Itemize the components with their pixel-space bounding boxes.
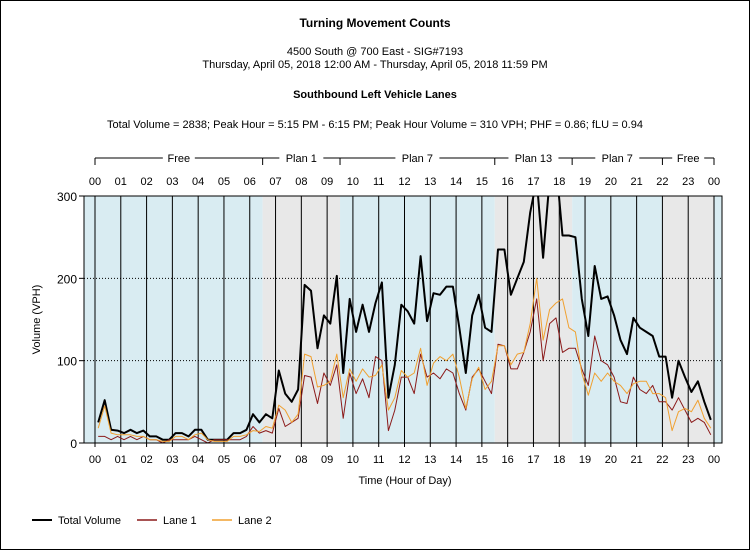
- series-line-lane-2: [97, 277, 712, 442]
- x-tick-label-top: 22: [656, 176, 668, 188]
- x-tick-label-bottom: 20: [605, 454, 617, 466]
- x-tick-label-top: 05: [218, 176, 230, 188]
- plan-bracket-4: Plan 7: [572, 151, 663, 165]
- location-subtitle: 4500 South @ 700 East - SIG#7193: [286, 46, 464, 58]
- x-tick-label-bottom: 23: [682, 454, 694, 466]
- plan-label-bg: [162, 151, 195, 165]
- x-tick-label-top: 00: [89, 176, 101, 188]
- plan-bracket-2: Plan 7: [340, 151, 495, 165]
- plan-label-bg: [279, 151, 324, 165]
- plan-band-lead: [84, 196, 95, 443]
- series-lines: [97, 196, 712, 443]
- y-tick-label: 100: [57, 355, 77, 369]
- x-tick-label-bottom: 09: [321, 454, 333, 466]
- date-range-subtitle: Thursday, April 05, 2018 12:00 AM - Thur…: [202, 59, 548, 71]
- series-line-lane-1: [98, 298, 712, 443]
- y-tick-label: 200: [57, 272, 77, 286]
- plan-label: Free: [677, 153, 700, 165]
- x-tick-label-top: 03: [166, 176, 178, 188]
- x-tick-label-top: 00: [708, 176, 720, 188]
- x-tick-label-bottom: 06: [244, 454, 256, 466]
- x-tick-label-bottom: 10: [347, 454, 359, 466]
- x-tick-label-bottom: 19: [579, 454, 591, 466]
- plan-label: Free: [168, 153, 191, 165]
- x-tick-label-top: 21: [631, 176, 643, 188]
- x-axis-title: Time (Hour of Day): [358, 475, 451, 487]
- x-tick-label-top: 12: [398, 176, 410, 188]
- plan-label: Plan 13: [515, 153, 552, 165]
- x-tick-label-bottom: 12: [398, 454, 410, 466]
- y-axis-title: Volume (VPH): [31, 285, 43, 355]
- plan-label: Plan 7: [602, 153, 633, 165]
- plan-bracket-1: Plan 1: [262, 151, 341, 165]
- plan-label: Plan 1: [286, 153, 317, 165]
- x-tick-label-top: 09: [321, 176, 333, 188]
- chart-title: Turning Movement Counts: [299, 16, 451, 30]
- x-tick-label-top: 23: [682, 176, 694, 188]
- x-tick-label-top: 17: [527, 176, 539, 188]
- x-tick-label-bottom: 14: [450, 454, 462, 466]
- y-tick-label: 0: [70, 437, 77, 451]
- plan-band-5: [662, 196, 720, 443]
- x-tick-label-top: 11: [373, 176, 384, 188]
- x-tick-label-bottom: 00: [89, 454, 101, 466]
- x-tick-label-bottom: 13: [424, 454, 436, 466]
- plan-bracket-0: Free: [95, 151, 263, 165]
- x-tick-label-bottom: 01: [115, 454, 127, 466]
- x-tick-label-top: 02: [140, 176, 152, 188]
- x-tick-label-bottom: 03: [166, 454, 178, 466]
- y-tick-label: 300: [57, 190, 77, 204]
- plan-label-bg: [595, 151, 640, 165]
- x-tick-label-bottom: 21: [631, 454, 643, 466]
- plan-bracket-3: Plan 13: [494, 151, 573, 165]
- x-tick-label-bottom: 04: [192, 454, 204, 466]
- legend-item: Total Volume: [32, 515, 121, 527]
- x-tick-label-bottom: 07: [269, 454, 281, 466]
- plan-label-bg: [395, 151, 440, 165]
- plan-label-bg: [672, 151, 705, 165]
- plan-band-tail: [714, 196, 722, 443]
- x-tick-label-top: 04: [192, 176, 204, 188]
- legend-item: Lane 1: [137, 515, 197, 527]
- plan-label-bg: [508, 151, 559, 165]
- x-tick-label-bottom: 22: [656, 454, 668, 466]
- x-tick-label-bottom: 17: [527, 454, 539, 466]
- x-tick-label-bottom: 08: [295, 454, 307, 466]
- x-tick-label-top: 07: [269, 176, 281, 188]
- plan-label: Plan 7: [402, 153, 433, 165]
- x-tick-label-top: 20: [605, 176, 617, 188]
- plot-border: [83, 195, 723, 444]
- x-tick-label-bottom: 16: [502, 454, 514, 466]
- x-tick-label-top: 06: [244, 176, 256, 188]
- plan-band-4: [572, 196, 663, 443]
- x-tick-label-top: 10: [347, 176, 359, 188]
- x-tick-label-bottom: 15: [476, 454, 488, 466]
- plan-band-0: [95, 196, 263, 443]
- x-tick-label-top: 15: [476, 176, 488, 188]
- legend-label: Lane 1: [163, 515, 197, 527]
- x-tick-label-top: 13: [424, 176, 436, 188]
- lanes-subtitle: Southbound Left Vehicle Lanes: [293, 89, 457, 101]
- plan-bands: [84, 196, 722, 443]
- x-tick-label-bottom: 11: [373, 454, 384, 466]
- x-tick-label-bottom: 05: [218, 454, 230, 466]
- x-tick-label-bottom: 18: [553, 454, 565, 466]
- x-tick-label-top: 01: [115, 176, 127, 188]
- x-tick-label-top: 19: [579, 176, 591, 188]
- plan-bracket-5: Free: [662, 151, 714, 165]
- x-tick-label-top: 14: [450, 176, 462, 188]
- legend-label: Lane 2: [238, 515, 272, 527]
- x-tick-label-bottom: 00: [708, 454, 720, 466]
- legend-label: Total Volume: [58, 515, 121, 527]
- summary-line: Total Volume = 2838; Peak Hour = 5:15 PM…: [107, 119, 643, 131]
- x-tick-label-top: 16: [502, 176, 514, 188]
- x-tick-label-bottom: 02: [140, 454, 152, 466]
- x-tick-label-top: 08: [295, 176, 307, 188]
- x-tick-label-top: 18: [553, 176, 565, 188]
- legend-item: Lane 2: [212, 515, 272, 527]
- series-line-total-volume: [97, 196, 712, 441]
